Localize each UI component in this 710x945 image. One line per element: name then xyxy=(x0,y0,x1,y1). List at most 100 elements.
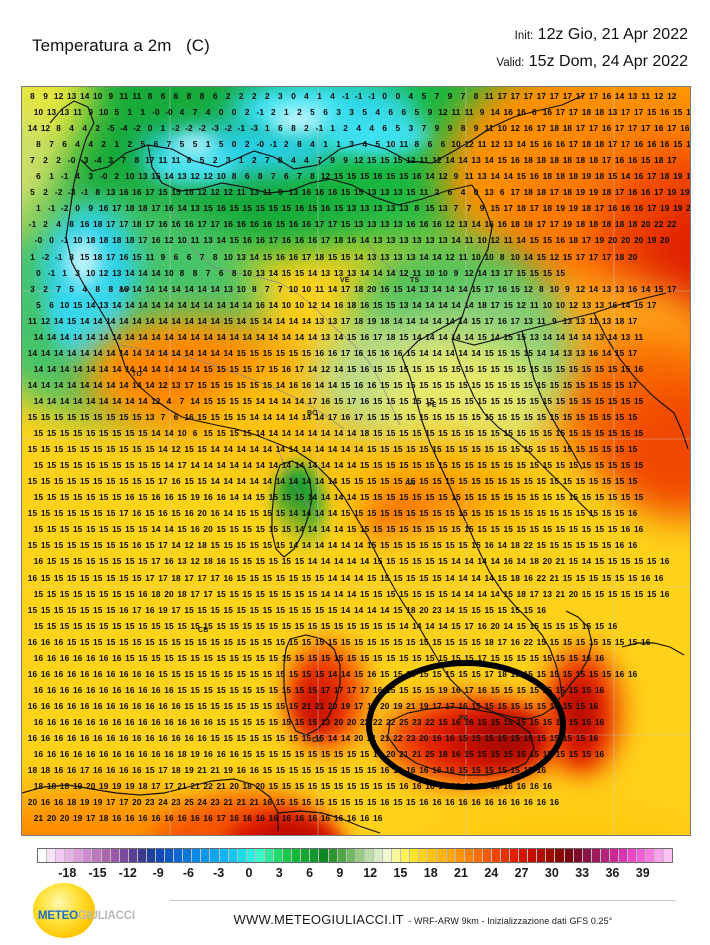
colorbar-swatches xyxy=(37,848,673,863)
colorbar-cell-49 xyxy=(482,849,492,862)
city-label-bo: BO xyxy=(307,410,318,417)
grid-row: 8 7 6 4 4 2 1 2 5 6 7 5 5 1 5 0 2 -0 -1 2 8 4 1 1 3 4 5 10 11 8 6 6 10 12… xyxy=(36,139,691,150)
city-label-ca: CA xyxy=(312,737,323,744)
colorbar-cell-56 xyxy=(546,849,556,862)
colorbar-cell-17 xyxy=(192,849,202,862)
colorbar-cell-14 xyxy=(165,849,175,862)
colorbar-cell-34 xyxy=(346,849,356,862)
grid-row: 15 15 15 15 15 15 15 15 15 14 14 15 16 20 15 15 15 15 15 15… xyxy=(33,524,644,535)
sun-icon xyxy=(33,883,95,938)
colorbar-cell-21 xyxy=(228,849,238,862)
city-label-ve: VE xyxy=(340,277,350,284)
colorbar-cell-31 xyxy=(319,849,329,862)
grid-row: 15 15 15 15 15 15 15 17 16 15 16 15 16 20 16 14 15 15 15 15… xyxy=(27,508,638,519)
colorbar-cell-0 xyxy=(38,849,48,862)
meteogiuliacci-logo[interactable]: METEOGIULIACCI xyxy=(33,883,135,941)
colorbar-tick-0: 0 xyxy=(245,866,253,880)
colorbar-cell-42 xyxy=(419,849,429,862)
colorbar-cell-39 xyxy=(392,849,402,862)
colorbar-cell-9 xyxy=(119,849,129,862)
colorbar-cell-6 xyxy=(92,849,102,862)
grid-row: 14 14 14 14 14 14 14 14 14 14 14 14 14 14 14 14 15 15 15 15… xyxy=(27,347,638,358)
colorbar-cell-62 xyxy=(600,849,610,862)
coastline-and-borders xyxy=(22,87,690,835)
colorbar-cell-45 xyxy=(446,849,456,862)
colorbar-cell-5 xyxy=(83,849,93,862)
colorbar-tick--18: -18 xyxy=(58,866,77,880)
grid-row: 14 14 14 14 14 14 14 14 14 12 4 7 14 15 15 15 15 14 14 14 14… xyxy=(33,395,644,406)
colorbar-cell-33 xyxy=(337,849,347,862)
grid-row: 15 15 15 15 15 15 15 15 15 13 7 6 16 15 15 15 15 14 14 14 14… xyxy=(27,412,638,423)
colorbar-cell-29 xyxy=(301,849,311,862)
colorbar-cell-50 xyxy=(491,849,501,862)
colorbar-tick-36: 36 xyxy=(605,866,620,880)
colorbar-cell-44 xyxy=(437,849,447,862)
colorbar-tick-30: 30 xyxy=(544,866,559,880)
colorbar-cell-15 xyxy=(174,849,184,862)
colorbar-cell-35 xyxy=(355,849,365,862)
colorbar-cell-61 xyxy=(591,849,601,862)
colorbar-cell-65 xyxy=(628,849,638,862)
colorbar-cell-46 xyxy=(455,849,465,862)
footer-credits: WWW.METEOGIULIACCI.IT - WRF-ARW 9km - In… xyxy=(170,911,676,929)
colorbar-cell-30 xyxy=(310,849,320,862)
colorbar-cell-3 xyxy=(65,849,75,862)
valid-label: Valid: xyxy=(496,57,525,69)
colorbar-tick-3: 3 xyxy=(275,866,283,880)
colorbar-cell-28 xyxy=(292,849,302,862)
colorbar-cell-4 xyxy=(74,849,84,862)
colorbar-cell-13 xyxy=(156,849,166,862)
init-value: 12z Gio, 21 Apr 2022 xyxy=(537,26,688,43)
temperature-map[interactable]: 8 9 12 13 14 10 9 11 11 8 6 6 8 8 6 2 2 2 2 3 0 4 1 4 -1 -1 -1 0 0 4 5… xyxy=(21,86,691,836)
city-label-ao: AO xyxy=(119,286,130,293)
colorbar-cell-51 xyxy=(500,849,511,862)
grid-row: 1 -1 -2 0 9 16 17 18 18 17 16 14 13 15 16 15 15 15 15 15 16 1… xyxy=(36,203,691,214)
grid-row: 14 14 14 14 14 14 14 14 14 14 12 13 17 15 15 15 15 15 15 14… xyxy=(27,379,638,390)
colorbar-tick--15: -15 xyxy=(88,866,107,880)
grid-row: -1 2 4 8 16 18 17 17 18 17 16 16 16 17 17 16 16 16 16 15 16 1… xyxy=(28,219,677,230)
colorbar-cell-7 xyxy=(101,849,111,862)
colorbar-cell-67 xyxy=(646,849,656,862)
colorbar-cell-23 xyxy=(246,849,256,862)
colorbar-cell-43 xyxy=(428,849,438,862)
grid-row: 1 -2 -1 8 15 18 17 16 15 11 9 6 6 7 8 10 13 14 15 16 16 17 18 1… xyxy=(30,251,638,262)
colorbar-cell-57 xyxy=(555,849,565,862)
grid-row: 16 15 15 15 15 15 15 15 15 17 16 13 12 18 16 15 15 15 15 15… xyxy=(33,556,670,567)
sicily-highlight-ellipse xyxy=(366,660,566,790)
grid-row: 8 9 12 13 14 10 9 11 11 8 6 6 8 8 6 2 2 2 2 3 0 4 1 4 -1 -1 -1 0 0 4 5… xyxy=(30,91,677,101)
colorbar-tick-15: 15 xyxy=(393,866,408,880)
model-credit: - WRF-ARW 9km - Inizializzazione dati GF… xyxy=(408,916,613,926)
chart-header: Temperatura a 2m (C) Init: 12z Gio, 21 A… xyxy=(0,0,710,84)
grid-row: 16 15 15 15 15 15 15 15 15 17 17 18 17 17 17 16 15 15 15 15… xyxy=(27,572,664,583)
city-label-pe: PE xyxy=(427,402,437,409)
colorbar-cell-8 xyxy=(110,849,120,862)
grid-value-overlay: 8 9 12 13 14 10 9 11 11 8 6 6 8 8 6 2 2 2 2 3 0 4 1 4 -1 -1 -1 0 0 4 5… xyxy=(22,87,690,835)
page-title: Temperatura a 2m (C) xyxy=(32,36,210,55)
grid-row: 15 15 15 15 15 15 15 15 15 15 14 17 14 14 14 14 14 14 14 14… xyxy=(33,460,644,471)
colorbar-tick-9: 9 xyxy=(336,866,344,880)
grid-row: 16 16 16 16 16 16 16 16 16 16 15 15 15 15 15 15 15 15 15 15… xyxy=(27,668,638,679)
colorbar-cell-41 xyxy=(410,849,420,862)
colorbar-tick--3: -3 xyxy=(213,866,225,880)
valid-value: 15z Dom, 24 Apr 2022 xyxy=(528,53,688,70)
logo-giuliacci-text: GIULIACCI xyxy=(77,910,135,922)
colorbar-cell-18 xyxy=(201,849,211,862)
logo-wordmark: METEOGIULIACCI xyxy=(38,910,135,922)
init-line: Init: 12z Gio, 21 Apr 2022 xyxy=(496,22,688,49)
site-url[interactable]: WWW.METEOGIULIACCI.IT xyxy=(233,912,404,927)
grid-row: 15 15 15 15 15 15 15 15 15 15 17 16 15 15 14 14 14 14 14 14… xyxy=(27,476,638,487)
colorbar-tick-12: 12 xyxy=(363,866,378,880)
grid-row: 10 13 13 11 9 10 5 1 1 -0 -0 4 7 4 0 0 2 -1 2 1 2 5 6 3 3 5 4 6 6 5 9 1… xyxy=(33,107,691,118)
colorbar-cell-27 xyxy=(283,849,293,862)
colorbar-cell-10 xyxy=(128,849,138,862)
colorbar-cell-40 xyxy=(401,849,411,862)
colorbar-cell-64 xyxy=(619,849,629,862)
colorbar-cell-25 xyxy=(264,849,275,862)
grid-row: 5 6 10 15 14 13 14 14 14 14 14 14 14 14 14 14 14 16 14 10 10… xyxy=(36,299,657,310)
colorbar-legend: -18 -15 -12 -9 -6 -3 0 3 6 9 12 15 18 21 24 27 30 33 36 39 xyxy=(0,845,710,887)
page-footer: METEOGIULIACCI WWW.METEOGIULIACCI.IT - W… xyxy=(0,883,710,945)
grid-row: 15 15 15 15 15 15 15 15 15 15 14 12 15 15 14 14 14 14 14 14… xyxy=(27,444,638,455)
colorbar-cell-36 xyxy=(364,849,374,862)
grid-row: 7 2 2 -0 -3 -4 3 7 8 17 11 11 8 5 2 3 1 2 7 8 4 4 7 9 9 12 15 15 15 1… xyxy=(30,155,677,166)
footer-divider xyxy=(170,900,676,901)
